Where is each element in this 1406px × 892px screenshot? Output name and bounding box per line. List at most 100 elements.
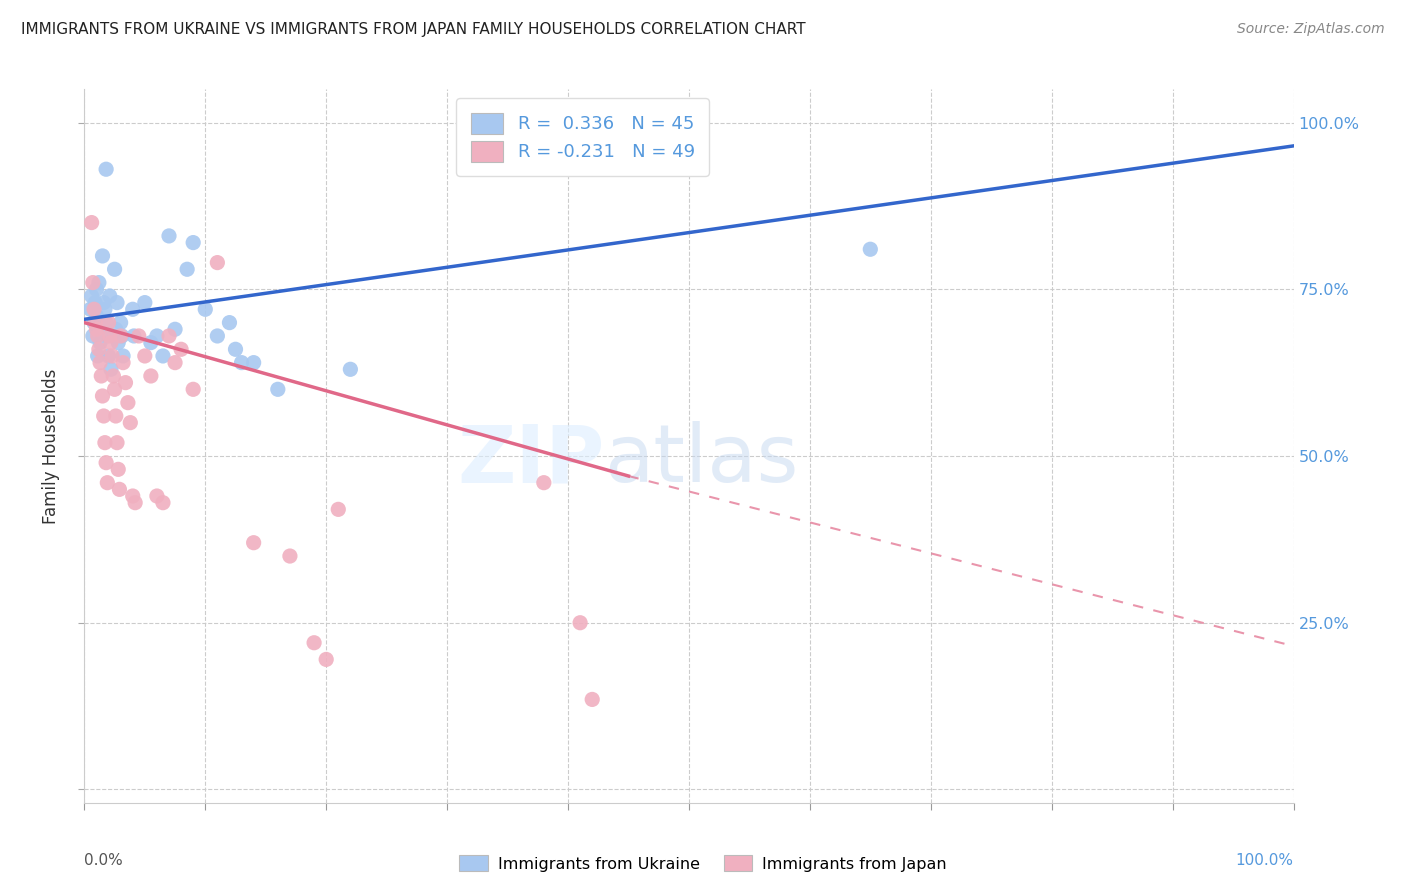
Point [86, 349, 108, 363]
Point [94, 456, 117, 470]
Point [122, 329, 145, 343]
Point [120, 416, 142, 430]
Text: atlas: atlas [605, 421, 799, 500]
Point [97, 316, 120, 330]
Point [111, 329, 134, 343]
Point [146, 489, 169, 503]
Point [105, 295, 128, 310]
Point [86, 322, 108, 336]
Point [302, 636, 325, 650]
Point [100, 362, 122, 376]
Point [96, 475, 118, 490]
Point [83, 302, 105, 317]
Point [170, 343, 193, 357]
Point [93, 409, 115, 423]
Point [114, 376, 136, 390]
Text: Source: ZipAtlas.com: Source: ZipAtlas.com [1237, 22, 1385, 37]
Point [91, 389, 114, 403]
Y-axis label: Family Households: Family Households [42, 368, 60, 524]
Point [152, 496, 174, 510]
Point [94, 302, 117, 317]
Point [86, 329, 108, 343]
Point [94, 316, 117, 330]
Point [87, 343, 110, 357]
Point [97, 349, 120, 363]
Point [105, 435, 128, 450]
Point [152, 349, 174, 363]
Point [134, 295, 156, 310]
Point [89, 335, 111, 350]
Point [146, 329, 169, 343]
Point [84, 295, 107, 310]
Point [104, 262, 127, 277]
Point [157, 329, 180, 343]
Point [117, 395, 139, 409]
Legend: R =  0.336   N = 45, R = -0.231   N = 49: R = 0.336 N = 45, R = -0.231 N = 49 [456, 98, 709, 176]
Point [104, 409, 127, 423]
Point [139, 368, 162, 383]
Point [82, 276, 104, 290]
Point [80, 289, 103, 303]
Point [139, 335, 162, 350]
Point [101, 349, 124, 363]
Point [86, 309, 108, 323]
Point [94, 162, 117, 177]
Point [98, 329, 121, 343]
Point [100, 335, 122, 350]
Point [86, 282, 108, 296]
Point [104, 322, 127, 336]
Point [194, 302, 217, 317]
Point [110, 329, 132, 343]
Point [569, 615, 592, 630]
Point [134, 349, 156, 363]
Point [339, 362, 361, 376]
Point [207, 329, 229, 343]
Point [581, 692, 603, 706]
Point [315, 652, 337, 666]
Point [93, 295, 115, 310]
Point [242, 356, 264, 370]
Point [242, 535, 264, 549]
Point [181, 235, 204, 250]
Point [79, 302, 101, 317]
Point [128, 329, 150, 343]
Text: 0.0%: 0.0% [84, 853, 124, 868]
Point [278, 549, 301, 563]
Point [124, 496, 146, 510]
Point [90, 368, 112, 383]
Point [157, 228, 180, 243]
Text: 100.0%: 100.0% [1236, 853, 1294, 868]
Point [165, 322, 187, 336]
Point [98, 289, 121, 303]
Point [94, 435, 117, 450]
Point [176, 262, 198, 277]
Text: ZIP: ZIP [457, 421, 605, 500]
Point [225, 343, 247, 357]
Point [533, 475, 555, 490]
Point [112, 356, 135, 370]
Point [91, 249, 114, 263]
Point [328, 502, 350, 516]
Point [218, 316, 240, 330]
Point [82, 329, 104, 343]
Point [231, 356, 253, 370]
Point [87, 276, 110, 290]
Point [121, 302, 143, 317]
Point [165, 356, 187, 370]
Point [181, 382, 204, 396]
Point [83, 316, 105, 330]
Point [107, 462, 129, 476]
Point [110, 316, 132, 330]
Point [121, 489, 143, 503]
Point [103, 368, 125, 383]
Text: IMMIGRANTS FROM UKRAINE VS IMMIGRANTS FROM JAPAN FAMILY HOUSEHOLDS CORRELATION C: IMMIGRANTS FROM UKRAINE VS IMMIGRANTS FR… [21, 22, 806, 37]
Point [267, 382, 290, 396]
Legend: Immigrants from Ukraine, Immigrants from Japan: Immigrants from Ukraine, Immigrants from… [451, 847, 955, 880]
Point [108, 483, 131, 497]
Point [104, 382, 127, 396]
Point [107, 335, 129, 350]
Point [84, 316, 107, 330]
Point [207, 255, 229, 269]
Point [96, 329, 118, 343]
Point [112, 349, 135, 363]
